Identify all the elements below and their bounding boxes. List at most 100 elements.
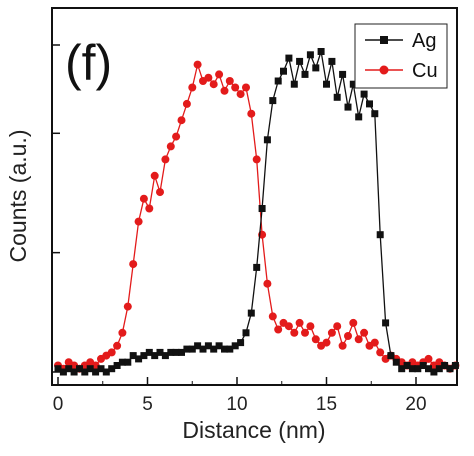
point-ag: [296, 57, 304, 65]
point-ag: [274, 77, 282, 85]
point-ag: [344, 103, 352, 111]
point-ag: [387, 352, 395, 360]
point-cu: [134, 217, 143, 226]
point-cu: [311, 335, 320, 344]
point-cu: [172, 132, 181, 141]
point-cu: [123, 302, 132, 311]
point-ag: [339, 70, 347, 78]
point-cu: [242, 83, 250, 92]
point-ag: [242, 329, 250, 337]
x-tick-label-10: 10: [226, 394, 247, 415]
point-ag: [140, 352, 148, 360]
point-ag: [210, 345, 218, 353]
point-ag: [59, 368, 67, 376]
point-ag: [183, 345, 191, 353]
point-ag: [285, 54, 293, 62]
panel-label: (f): [65, 35, 112, 91]
point-ag: [333, 93, 341, 101]
point-ag: [398, 365, 406, 373]
point-ag: [54, 365, 62, 373]
point-ag: [204, 342, 212, 350]
point-ag: [178, 348, 185, 356]
series-line-ag: [57, 51, 456, 373]
legend-label-ag: Ag: [412, 30, 436, 52]
plot-frame: [51, 7, 458, 386]
point-ag: [312, 64, 320, 72]
point-cu: [263, 279, 272, 288]
point-ag: [231, 342, 239, 350]
point-ag: [280, 67, 287, 75]
point-ag: [301, 70, 309, 78]
point-ag: [306, 51, 314, 59]
point-ag: [92, 368, 100, 376]
point-cu: [225, 77, 234, 85]
point-ag: [446, 365, 454, 373]
point-ag: [237, 339, 245, 347]
point-ag: [360, 90, 368, 98]
legend-box: [354, 23, 448, 89]
point-ag: [419, 362, 427, 369]
point-ag: [113, 362, 121, 369]
point-ag: [124, 358, 132, 366]
point-ag: [441, 362, 449, 369]
point-cu: [306, 322, 315, 331]
series-layer: [54, 48, 460, 376]
point-ag: [86, 365, 94, 373]
point-ag: [414, 365, 422, 373]
point-ag: [145, 348, 153, 356]
x-tick-label-0: 0: [53, 394, 64, 415]
point-cu: [156, 188, 164, 197]
point-cu: [349, 318, 358, 327]
point-cu: [118, 328, 127, 337]
legend: Ag Cu: [354, 23, 448, 89]
point-cu: [290, 328, 299, 337]
series-ag: [54, 48, 459, 376]
point-cu: [188, 83, 197, 92]
point-ag: [156, 348, 164, 356]
point-cu: [166, 142, 175, 151]
point-ag: [403, 362, 411, 369]
point-cu: [376, 348, 385, 357]
point-ag: [263, 136, 271, 144]
legend-marker-cu: [379, 65, 389, 75]
point-cu: [252, 155, 261, 164]
point-cu: [338, 341, 347, 350]
point-ag: [70, 368, 78, 376]
point-cu: [177, 116, 186, 125]
point-cu: [161, 155, 170, 164]
point-cu: [150, 171, 159, 180]
series-cu: [54, 60, 460, 373]
point-ag: [253, 263, 261, 271]
point-cu: [204, 73, 213, 82]
x-tick-label-15: 15: [316, 394, 337, 415]
point-cu: [284, 322, 293, 331]
point-cu: [231, 83, 240, 92]
point-cu: [236, 90, 245, 99]
point-cu: [193, 60, 202, 69]
point-cu: [247, 109, 256, 118]
point-ag: [188, 345, 196, 353]
point-cu: [301, 328, 309, 337]
point-ag: [194, 342, 202, 350]
x-tick-labels: 0 5 10 15 20: [53, 394, 427, 415]
point-cu: [107, 348, 116, 357]
point-cu: [354, 335, 363, 344]
point-ag: [258, 205, 266, 212]
point-ag: [129, 352, 137, 360]
point-ag: [376, 231, 384, 239]
point-cu: [370, 338, 379, 347]
point-ag: [102, 368, 110, 376]
point-ag: [435, 365, 443, 373]
point-ag: [221, 345, 228, 353]
point-ag: [226, 345, 234, 353]
point-ag: [135, 355, 143, 363]
point-ag: [328, 57, 336, 65]
x-tick-label-20: 20: [405, 394, 426, 415]
point-cu: [182, 99, 191, 108]
point-ag: [366, 100, 373, 108]
point-cu: [215, 70, 224, 79]
point-ag: [371, 110, 379, 118]
point-ag: [215, 342, 223, 350]
point-ag: [349, 80, 357, 88]
